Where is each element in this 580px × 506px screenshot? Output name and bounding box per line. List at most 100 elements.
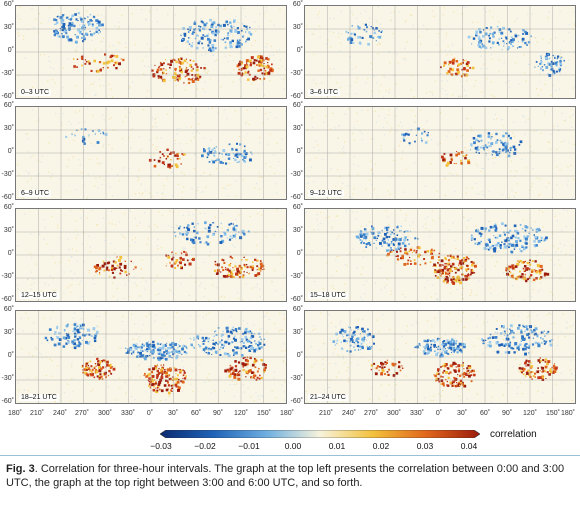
correlation-patch bbox=[392, 242, 394, 245]
map-speckle bbox=[536, 255, 538, 257]
correlation-patch bbox=[501, 49, 503, 51]
map-speckle bbox=[181, 250, 183, 252]
correlation-patch bbox=[449, 346, 452, 350]
correlation-patch bbox=[244, 161, 246, 163]
correlation-patch bbox=[66, 35, 69, 39]
correlation-patch bbox=[176, 381, 180, 384]
map-speckle bbox=[395, 83, 397, 85]
correlation-patch bbox=[265, 65, 268, 69]
map-speckle bbox=[508, 80, 510, 82]
correlation-patch bbox=[489, 241, 491, 244]
map-speckle bbox=[338, 125, 340, 127]
correlation-patch bbox=[82, 24, 85, 27]
correlation-patch bbox=[98, 378, 101, 380]
correlation-patch bbox=[440, 66, 442, 69]
correlation-patch bbox=[207, 229, 211, 233]
map-speckle bbox=[134, 282, 136, 284]
correlation-patch bbox=[55, 335, 57, 337]
correlation-patch bbox=[159, 156, 162, 159]
correlation-patch bbox=[508, 242, 511, 246]
correlation-patch bbox=[212, 347, 216, 350]
correlation-patch bbox=[167, 63, 169, 66]
correlation-patch bbox=[488, 229, 491, 232]
map-speckle bbox=[75, 220, 77, 222]
correlation-patch bbox=[87, 328, 90, 332]
correlation-patch bbox=[105, 61, 109, 65]
correlation-patch bbox=[198, 29, 201, 32]
map-speckle bbox=[81, 172, 83, 174]
correlation-patch bbox=[97, 363, 101, 366]
correlation-patch bbox=[222, 149, 226, 152]
map-speckle bbox=[224, 158, 226, 161]
map-speckle bbox=[32, 278, 35, 281]
map-speckle bbox=[101, 40, 103, 42]
map-speckle bbox=[351, 354, 353, 356]
correlation-patch bbox=[491, 226, 494, 229]
correlation-patch bbox=[81, 64, 83, 67]
map-speckle bbox=[395, 262, 397, 264]
map-speckle bbox=[124, 107, 126, 109]
correlation-patch bbox=[96, 264, 99, 267]
correlation-patch bbox=[115, 267, 118, 269]
correlation-patch bbox=[208, 28, 211, 31]
map-speckle bbox=[538, 195, 540, 197]
correlation-patch bbox=[104, 372, 107, 376]
correlation-patch bbox=[224, 46, 227, 49]
map-speckle bbox=[456, 174, 458, 176]
map-speckle bbox=[129, 86, 131, 88]
correlation-patch bbox=[105, 266, 109, 269]
correlation-patch bbox=[169, 153, 172, 155]
map-speckle bbox=[191, 370, 193, 372]
map-speckle bbox=[409, 224, 411, 226]
correlation-patch bbox=[441, 268, 445, 272]
correlation-patch bbox=[72, 330, 74, 333]
map-speckle bbox=[380, 145, 382, 147]
correlation-patch bbox=[199, 241, 202, 244]
correlation-patch bbox=[237, 361, 241, 364]
map-speckle bbox=[98, 316, 100, 318]
map-speckle bbox=[168, 300, 170, 301]
correlation-patch bbox=[235, 233, 237, 235]
map-speckle bbox=[336, 215, 338, 217]
correlation-patch bbox=[81, 26, 84, 30]
correlation-figure: 0–3 UTC 3–6 UTC 6–9 UTC 9–12 UTC 12–15 U… bbox=[2, 1, 576, 417]
map-speckle bbox=[58, 399, 60, 401]
correlation-patch bbox=[363, 237, 365, 239]
correlation-patch bbox=[351, 339, 354, 342]
map-speckle bbox=[513, 196, 516, 198]
map-speckle bbox=[231, 375, 233, 377]
map-speckle bbox=[517, 245, 519, 247]
map-speckle bbox=[96, 224, 98, 226]
map-speckle bbox=[343, 355, 345, 357]
map-speckle bbox=[401, 335, 403, 337]
map-speckle bbox=[200, 18, 202, 20]
correlation-patch bbox=[166, 148, 169, 151]
correlation-patch bbox=[149, 387, 152, 389]
correlation-patch bbox=[79, 331, 81, 333]
correlation-patch bbox=[444, 342, 448, 346]
correlation-patch bbox=[392, 238, 396, 241]
correlation-patch bbox=[180, 163, 182, 165]
correlation-patch bbox=[498, 150, 501, 153]
map-speckle bbox=[216, 7, 218, 10]
map-speckle bbox=[205, 72, 207, 74]
map-speckle bbox=[166, 178, 169, 180]
map-speckle bbox=[391, 365, 393, 367]
map-speckle bbox=[388, 109, 390, 111]
map-speckle bbox=[534, 37, 537, 39]
correlation-patch bbox=[79, 337, 82, 339]
correlation-patch bbox=[215, 146, 217, 148]
correlation-patch bbox=[525, 242, 528, 245]
correlation-patch bbox=[508, 28, 511, 31]
map-speckle bbox=[315, 157, 317, 159]
correlation-patch bbox=[480, 240, 482, 243]
map-speckle bbox=[411, 75, 413, 77]
map-speckle bbox=[106, 108, 108, 110]
correlation-patch bbox=[149, 380, 152, 383]
map-speckle bbox=[432, 399, 434, 402]
correlation-patch bbox=[388, 244, 390, 247]
map-speckle bbox=[259, 296, 261, 298]
map-speckle bbox=[356, 120, 358, 122]
map-speckle bbox=[265, 236, 267, 238]
correlation-patch bbox=[185, 351, 188, 355]
